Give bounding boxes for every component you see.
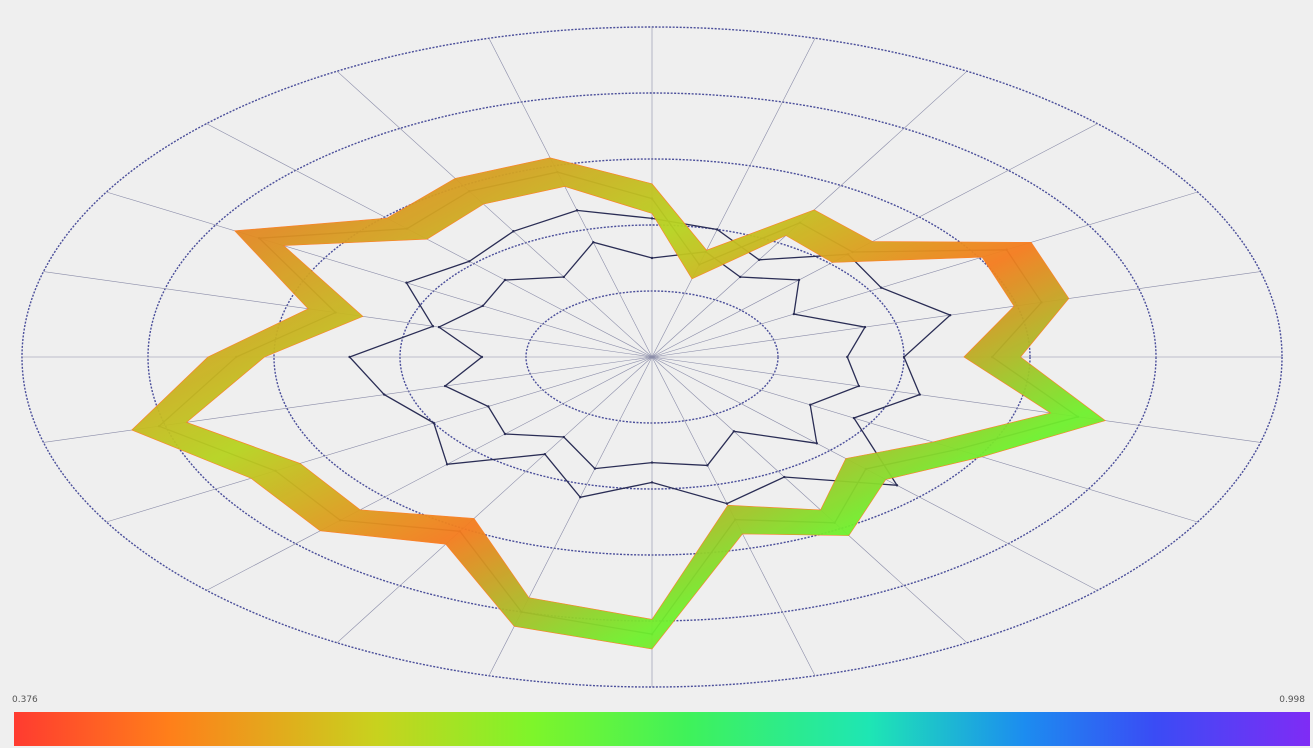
spoke-10: [651, 356, 968, 644]
series-1-point-22: [512, 230, 515, 233]
series-2-point-13: [593, 467, 597, 470]
series-2-point-21: [503, 278, 507, 282]
series-2-point-15: [503, 432, 507, 436]
series-2-point-0: [650, 256, 654, 260]
highlight-series-ribbon: [131, 157, 1107, 650]
series-2-point-14: [562, 435, 565, 439]
spoke-1: [651, 38, 816, 358]
series-1-point-6: [902, 355, 906, 359]
series-2-point-10: [732, 430, 736, 433]
spoke-21: [206, 123, 653, 358]
series-1-point-19: [431, 325, 435, 328]
spoke-3: [651, 123, 1098, 358]
series-1-point-17: [383, 393, 386, 396]
series-1-point-5: [948, 313, 952, 317]
colorbar-max-label: 0.998: [1279, 695, 1305, 705]
series-1-point-1: [716, 228, 719, 231]
series-1-point-0: [650, 217, 654, 220]
series-1-point-10: [783, 475, 786, 479]
series-1-point-12: [650, 481, 654, 484]
spoke-14: [336, 356, 653, 644]
spoke-7: [651, 356, 1261, 443]
spoke-8: [651, 356, 1198, 523]
series-1-point-4: [879, 286, 883, 289]
spoke-23: [488, 38, 653, 358]
series-2-point-19: [437, 325, 441, 329]
series-2-point-6: [846, 355, 849, 359]
series-2-point-11: [706, 464, 709, 467]
series-1-point-21: [468, 260, 471, 263]
series-1-point-14: [543, 452, 547, 456]
series-1-point-7: [918, 393, 921, 396]
series-2-point-8: [809, 403, 812, 407]
series-2-point-9: [815, 442, 819, 445]
spoke-22: [336, 70, 653, 358]
series-2-point-3: [797, 278, 801, 282]
series-1-point-8: [852, 416, 856, 420]
spoke-15: [206, 356, 653, 591]
radial-spokes: [22, 27, 1282, 687]
spoke-16: [106, 356, 653, 523]
series-1-point-23: [575, 209, 579, 212]
series-1-point-16: [432, 421, 435, 425]
series-2-point-4: [792, 312, 796, 316]
series-1-point-11: [725, 502, 729, 505]
series-1-point-2: [757, 258, 761, 262]
series-1-point-9: [895, 484, 899, 487]
series-2-point-7: [857, 384, 861, 388]
spoke-5: [651, 271, 1261, 358]
series-2-point-18: [480, 355, 484, 359]
highlight-ribbon: [131, 157, 1107, 650]
series-2-point-12: [650, 461, 654, 464]
series-2-point-17: [443, 384, 447, 388]
series-2-point-23: [592, 241, 595, 244]
spoke-20: [106, 191, 653, 358]
series-2-point-16: [487, 405, 490, 408]
spoke-4: [651, 191, 1198, 358]
colorbar: [14, 712, 1310, 746]
series-2-point-2: [739, 275, 742, 279]
colorbar-min-label: 0.376: [12, 695, 38, 705]
series-1-point-20: [405, 281, 408, 284]
series-1-point-18: [348, 355, 351, 359]
radar-chart: [21, 26, 1283, 688]
series-1-point-15: [445, 463, 449, 466]
series-2-point-5: [863, 325, 867, 329]
series-2-point-20: [481, 304, 485, 308]
series-2-point-22: [562, 275, 565, 279]
series-1-point-13: [579, 496, 582, 499]
